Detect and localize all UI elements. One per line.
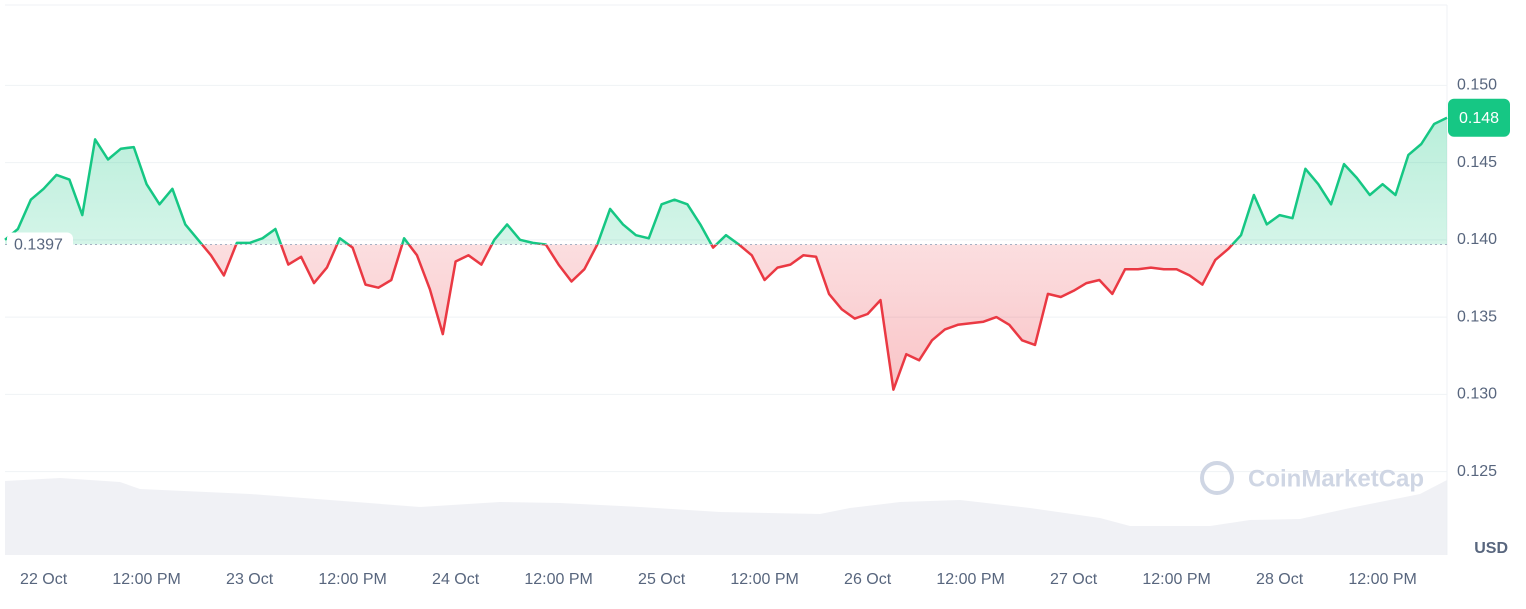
x-tick-label: 24 Oct (432, 571, 480, 588)
price-line-down (200, 244, 1235, 391)
y-tick-label: 0.130 (1457, 386, 1497, 403)
y-tick-label: 0.150 (1457, 77, 1497, 94)
baseline-label: 0.1397 (14, 237, 63, 254)
x-tick-label: 28 Oct (1256, 571, 1304, 588)
x-tick-label: 23 Oct (226, 571, 274, 588)
x-tick-label: 12:00 PM (936, 571, 1004, 588)
x-tick-label: 27 Oct (1050, 571, 1098, 588)
watermark: CoinMarketCap (1200, 461, 1424, 495)
watermark-text: CoinMarketCap (1248, 465, 1424, 492)
area-down (201, 244, 1233, 390)
x-tick-label: 12:00 PM (1348, 571, 1416, 588)
x-tick-label: 26 Oct (844, 571, 892, 588)
baseline-tag (7, 232, 73, 257)
y-tick-label: 0.125 (1457, 463, 1497, 480)
x-tick-label: 25 Oct (638, 571, 686, 588)
x-tick-label: 12:00 PM (318, 571, 386, 588)
x-tick-label: 22 Oct (20, 571, 68, 588)
x-tick-label: 12:00 PM (112, 571, 180, 588)
x-tick-label: 12:00 PM (524, 571, 592, 588)
price-line-up (4, 116, 1448, 245)
area-up (5, 117, 1447, 245)
currency-label: USD (1474, 540, 1508, 557)
y-tick-label: 0.135 (1457, 308, 1497, 325)
last-price-label: 0.148 (1459, 110, 1499, 127)
last-price-tag (1448, 98, 1510, 137)
x-tick-label: 12:00 PM (730, 571, 798, 588)
y-tick-label: 0.145 (1457, 154, 1497, 171)
y-tick-label: 0.140 (1457, 231, 1497, 248)
volume-area (5, 478, 1447, 555)
x-tick-label: 12:00 PM (1142, 571, 1210, 588)
